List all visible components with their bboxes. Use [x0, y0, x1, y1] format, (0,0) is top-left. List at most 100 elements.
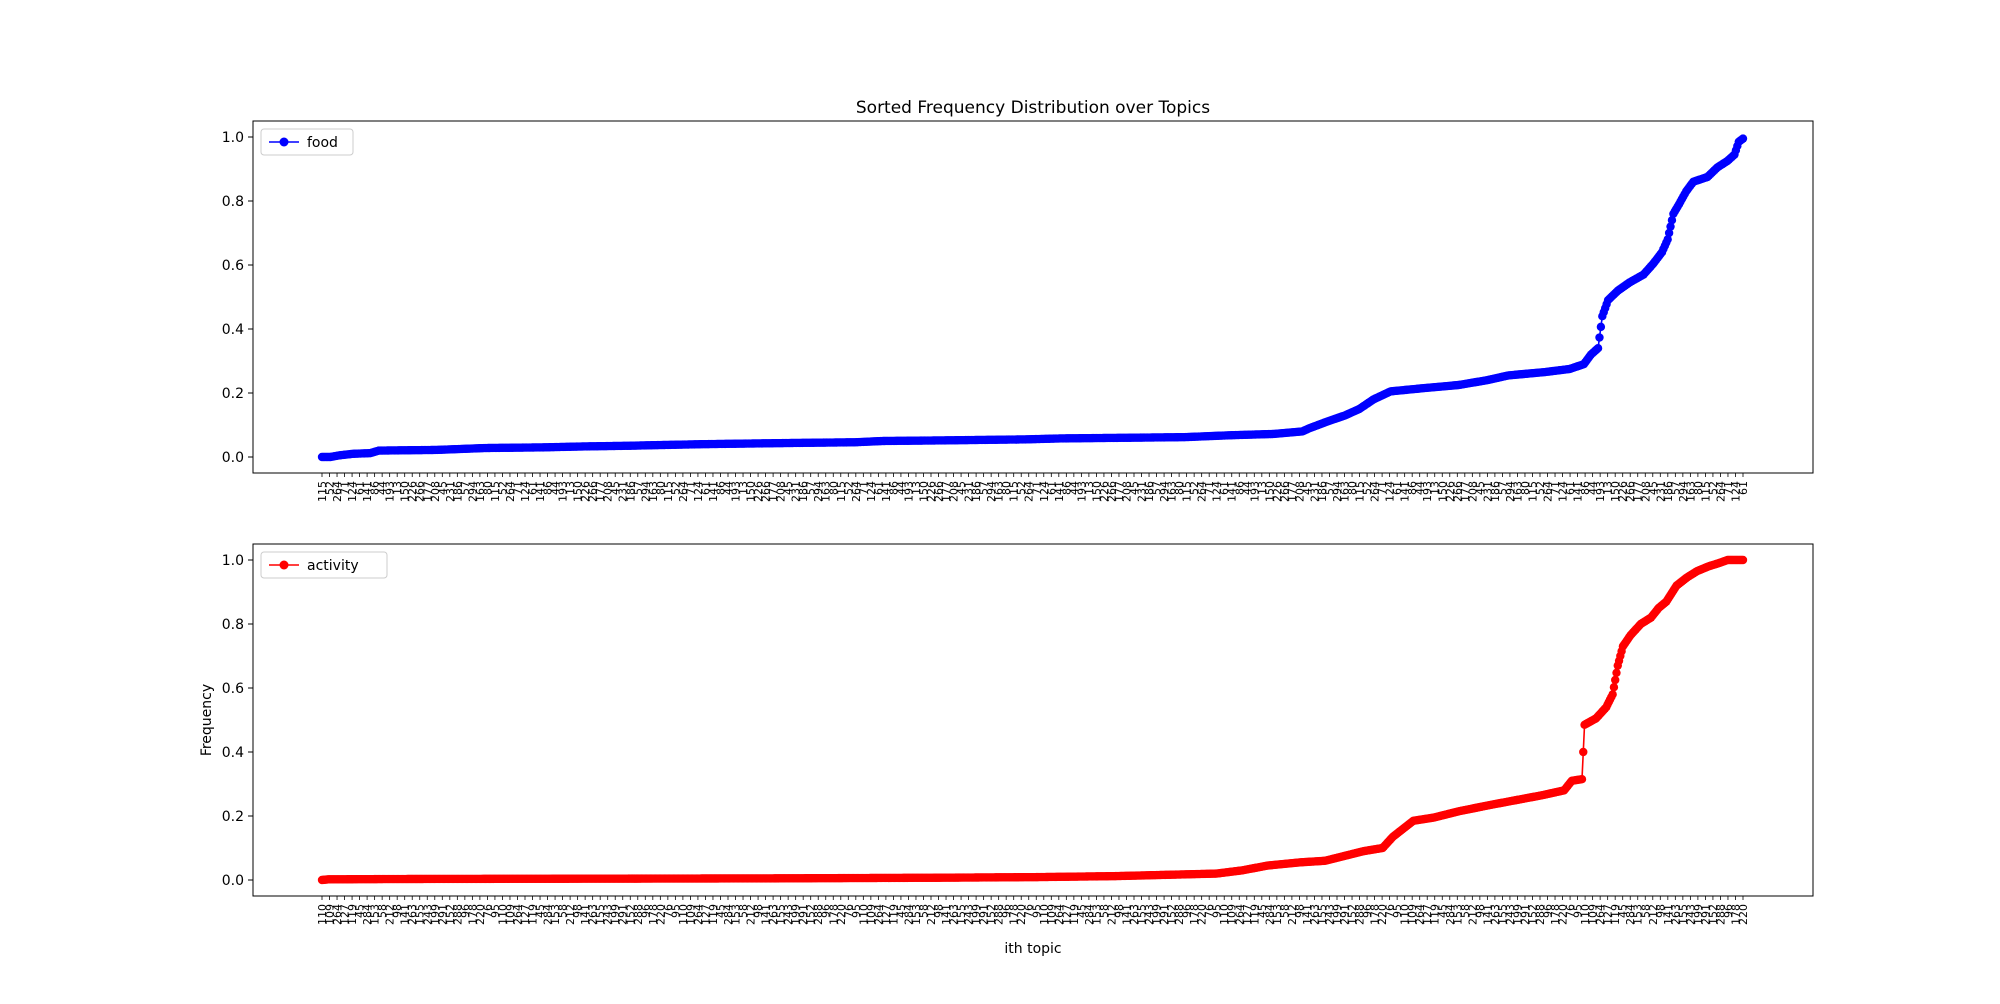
x-tick-label: 52 [496, 481, 509, 495]
x-tick-label: 141 [534, 481, 547, 502]
x-tick-label: 124 [1211, 481, 1224, 502]
x-tick-label: 266 [1624, 481, 1637, 502]
chart-title: Sorted Frequency Distribution over Topic… [856, 98, 1210, 118]
x-tick-label: 80 [1173, 481, 1186, 495]
x-tick-label: 141 [1226, 481, 1239, 502]
x-tick-label: 61 [1218, 481, 1231, 495]
x-tick-label: 208 [1293, 481, 1306, 502]
x-tick-label: 294 [1504, 481, 1517, 502]
food-point [1664, 228, 1674, 238]
x-tick-label: 57 [459, 481, 472, 495]
axes-frame [252, 120, 1814, 474]
x-tick-label: 163 [1684, 481, 1697, 502]
x-tick-label: 141 [361, 481, 374, 502]
x-tick-label: 231 [1654, 481, 1667, 502]
y-tick-label: 0.2 [222, 809, 244, 825]
x-tick-label: 177 [1459, 481, 1472, 502]
x-tick-label: 58 [376, 904, 389, 918]
activity-point [1577, 775, 1587, 784]
x-tick-label: 177 [940, 481, 953, 502]
x-tick-label: 264 [1196, 481, 1209, 502]
x-tick-label: 266 [1278, 481, 1291, 502]
x-tick-label: 150 [1263, 481, 1276, 502]
x-tick-label: 226 [1617, 481, 1630, 502]
x-tick-label: 186 [1143, 481, 1156, 502]
x-tick-label: 80 [827, 481, 840, 495]
x-tick-label: 186 [970, 481, 983, 502]
x-tick-label: 52 [1361, 481, 1374, 495]
food-point [1738, 134, 1748, 143]
x-tick-label: 80 [1692, 481, 1705, 495]
x-tick-label: 186 [1662, 481, 1675, 502]
x-tick-label: 163 [1166, 481, 1179, 502]
y-tick-label: 0.2 [222, 386, 244, 402]
x-tick-label: 127 [339, 904, 352, 925]
x-tick-label: 284 [361, 904, 374, 925]
x-tick-label: 163 [474, 481, 487, 502]
x-tick-label: 141 [880, 481, 893, 502]
x-tick-label: 150 [572, 481, 585, 502]
x-tick-label: 150 [399, 481, 412, 502]
x-tick-label: 115 [316, 481, 329, 502]
x-tick-label: 186 [1489, 481, 1502, 502]
x-tick-label: 57 [1151, 481, 1164, 495]
x-tick-label: 45 [436, 481, 449, 495]
x-tick-label: 52 [324, 481, 337, 495]
x-tick-label: 266 [1105, 481, 1118, 502]
x-tick-label: 57 [978, 481, 991, 495]
x-tick-label: 264 [1369, 481, 1382, 502]
x-tick-label: 294 [1677, 481, 1690, 502]
x-tick-label: 163 [993, 481, 1006, 502]
x-tick-label: 110 [316, 904, 329, 925]
x-tick-label: 45 [609, 481, 622, 495]
x-tick-label: 86 [714, 481, 727, 495]
x-tick-label: 124 [1729, 481, 1742, 502]
x-tick-label: 231 [617, 481, 630, 502]
x-tick-label: 86 [542, 481, 555, 495]
x-tick-label: 115 [1526, 481, 1539, 502]
activity-point [1612, 668, 1621, 677]
x-tick-label: 71 [684, 481, 697, 495]
x-tick-label: 177 [421, 481, 434, 502]
x-tick-label: 231 [444, 481, 457, 502]
food-point [1666, 222, 1675, 231]
x-tick-label: 208 [1639, 481, 1652, 502]
x-tick-label: 163 [820, 481, 833, 502]
x-tick-label: 226 [406, 481, 419, 502]
x-tick-label: 193 [730, 481, 743, 502]
x-tick-label: 141 [707, 481, 720, 502]
x-tick-label: 45 [1301, 481, 1314, 495]
x-tick-label: 52 [669, 481, 682, 495]
x-tick-label: 71 [1203, 481, 1216, 495]
x-tick-label: 13 [391, 481, 404, 495]
y-tick-label: 1.0 [222, 130, 244, 146]
x-tick-label: 71 [1030, 481, 1043, 495]
x-tick-label: 141 [399, 904, 412, 925]
x-tick-label: 86 [369, 481, 382, 495]
food-point [1667, 216, 1677, 225]
x-tick-label: 266 [414, 481, 427, 502]
x-tick-label: 264 [1714, 481, 1727, 502]
x-tick-label: 80 [654, 481, 667, 495]
x-tick-label: 266 [760, 481, 773, 502]
x-tick-label: 45 [1128, 481, 1141, 495]
x-tick-label: 45 [955, 481, 968, 495]
x-tick-label: 115 [835, 481, 848, 502]
x-tick-label: 231 [1308, 481, 1321, 502]
x-tick-label: 186 [797, 481, 810, 502]
x-tick-label: 45 [782, 481, 795, 495]
x-tick-label: 124 [519, 481, 532, 502]
x-tick-label: 294 [1158, 481, 1171, 502]
x-tick-label: 115 [1354, 481, 1367, 502]
x-tick-label: 212 [384, 904, 397, 925]
x-tick-label: 86 [1060, 481, 1073, 495]
x-tick-label: 86 [1579, 481, 1592, 495]
activity-point [1611, 675, 1620, 685]
x-tick-label: 115 [662, 481, 675, 502]
x-tick-label: 45 [354, 904, 367, 918]
x-tick-label: 45 [1474, 481, 1487, 495]
x-tick-label: 208 [1120, 481, 1133, 502]
x-tick-label: 264 [504, 481, 517, 502]
x-tick-label: 141 [1572, 481, 1585, 502]
